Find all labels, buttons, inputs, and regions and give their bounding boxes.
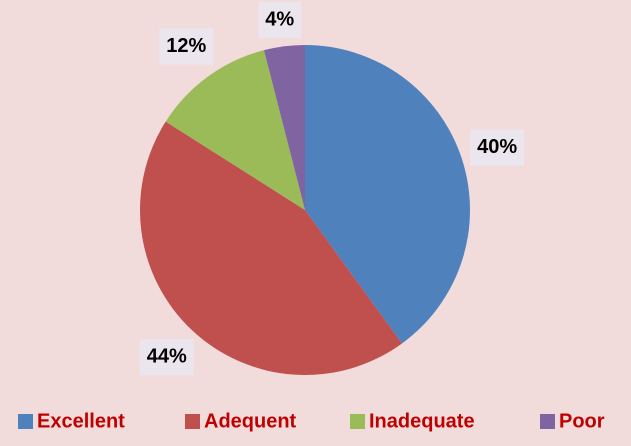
legend-label: Poor — [559, 410, 605, 432]
legend-label: Inadequate — [369, 410, 475, 432]
legend-swatch — [18, 414, 33, 429]
data-label: 44% — [147, 346, 187, 368]
legend-label: Adequent — [204, 410, 297, 432]
legend-swatch — [185, 414, 200, 429]
label-box — [470, 129, 525, 166]
label-box — [258, 2, 302, 38]
data-label: 4% — [265, 8, 294, 30]
label-box — [159, 28, 214, 65]
label-box — [139, 339, 194, 376]
pie-slice — [305, 45, 470, 344]
pie-slice — [165, 50, 305, 210]
data-label: 40% — [477, 136, 517, 158]
legend-swatch — [350, 414, 365, 429]
pie-slice — [263, 45, 305, 210]
pie-slice — [140, 121, 402, 375]
legend-swatch — [540, 414, 555, 429]
legend-label: Excellent — [37, 410, 125, 432]
data-label: 12% — [166, 35, 206, 57]
